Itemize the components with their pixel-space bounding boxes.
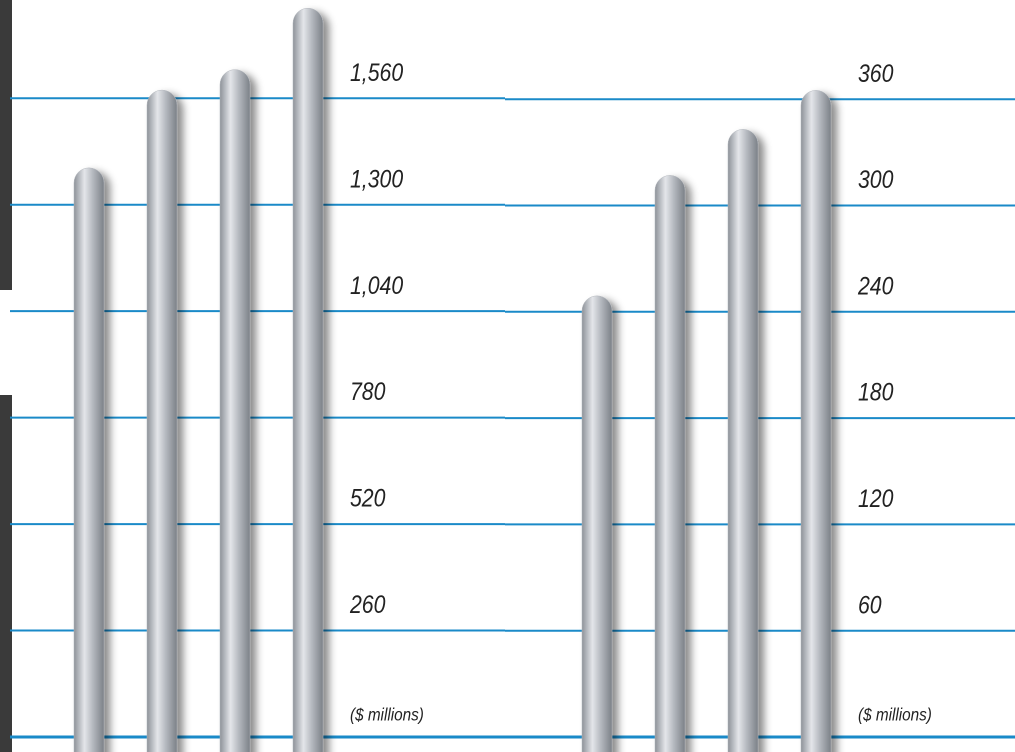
y-tick-label: 120 [858,484,894,512]
y-tick-label: 360 [858,59,894,87]
y-tick-label: 240 [857,272,893,300]
bar [727,129,759,752]
bar [73,167,105,752]
edge-shadow [0,395,12,752]
y-tick-label: 260 [349,591,385,619]
bar [219,69,251,752]
y-tick-label: 780 [350,378,386,406]
axis-unit-label: ($ millions) [350,705,424,725]
y-tick-label: 1,040 [350,271,403,299]
y-tick-label: 1,300 [350,165,403,193]
axis-unit-label: ($ millions) [858,705,932,725]
y-tick-label: 520 [350,484,386,512]
bar [581,295,613,752]
bar [292,7,324,752]
bar [146,89,178,752]
bar [654,175,686,752]
edge-shadow [0,0,12,290]
y-tick-label: 60 [858,591,882,619]
y-tick-label: 180 [858,378,894,406]
bar [800,90,832,752]
y-tick-label: 300 [858,165,894,193]
y-tick-label: 1,560 [350,58,403,86]
